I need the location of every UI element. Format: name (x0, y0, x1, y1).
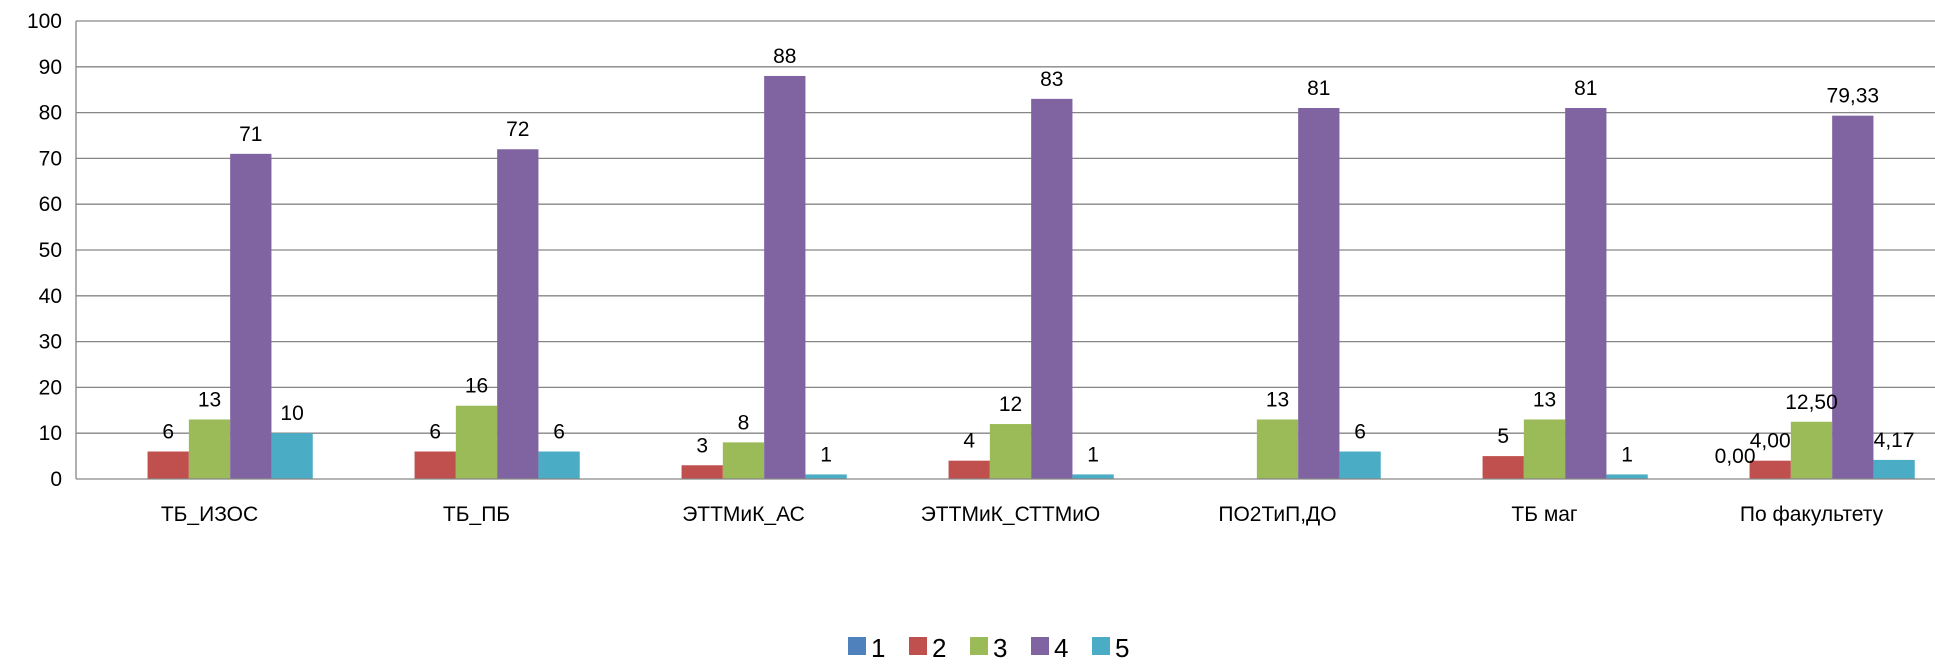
data-label: 72 (506, 118, 529, 141)
y-tick-label: 90 (39, 56, 62, 79)
category-label: ТБ маг (1511, 503, 1578, 526)
data-label: 83 (1040, 68, 1063, 91)
bar-series-4 (1832, 115, 1874, 479)
bar-series-3 (455, 405, 498, 479)
category-label: ЭТТМиК_АС (682, 503, 805, 526)
data-label: 79,33 (1827, 85, 1880, 108)
y-tick-label: 10 (39, 422, 62, 445)
data-label: 1 (1087, 443, 1099, 466)
y-tick-label: 70 (39, 147, 62, 170)
y-tick-label: 100 (27, 10, 62, 33)
legend-label: 5 (1115, 633, 1129, 663)
category-label: По факультету (1740, 503, 1884, 526)
y-tick-label: 50 (39, 239, 62, 262)
y-tick-label: 60 (39, 193, 62, 216)
bar-series-3 (1256, 419, 1299, 479)
bar-series-5 (805, 474, 847, 479)
bar-series-2 (1482, 456, 1524, 479)
data-label: 6 (553, 421, 565, 444)
data-label: 0,00 (1715, 445, 1756, 468)
y-tick-label: 0 (50, 468, 62, 491)
y-tick-label: 20 (39, 376, 62, 399)
data-label: 71 (239, 123, 262, 146)
legend-swatch-1 (848, 637, 866, 655)
data-label: 6 (429, 421, 441, 444)
data-label: 88 (773, 45, 796, 68)
legend-label: 2 (932, 633, 946, 663)
bar-series-2 (147, 451, 189, 479)
data-label: 4,17 (1874, 429, 1915, 452)
y-tick-label: 80 (39, 102, 62, 125)
bar-series-4 (230, 153, 272, 479)
data-label: 8 (738, 411, 750, 434)
data-label: 3 (696, 434, 708, 457)
bars (147, 75, 1915, 480)
data-label: 4 (963, 430, 975, 453)
data-label: 4,00 (1750, 430, 1791, 453)
bar-series-4 (1298, 108, 1340, 480)
bar-series-5 (1873, 459, 1915, 479)
bar-series-3 (989, 424, 1032, 479)
legend-swatch-3 (970, 637, 988, 655)
legend-swatch-2 (909, 637, 927, 655)
bar-series-5 (1339, 451, 1381, 479)
axes (75, 21, 1935, 480)
gridlines (76, 20, 1935, 434)
category-label: ПО2ТиП,ДО (1218, 503, 1336, 526)
category-label: ЭТТМиК_СТТМиО (921, 503, 1101, 526)
bar-series-5 (271, 433, 313, 479)
data-label: 81 (1574, 77, 1597, 100)
bar-series-2 (681, 465, 723, 479)
y-axis-tick-labels: 0 10 20 30 40 50 60 70 80 90 100 (27, 10, 62, 491)
y-tick-label: 30 (39, 331, 62, 354)
legend-label: 1 (871, 633, 885, 663)
bar-series-4 (1031, 98, 1073, 480)
category-label: ТБ_ИЗОС (161, 503, 258, 526)
bar-series-4 (1565, 108, 1607, 480)
data-label: 12 (999, 393, 1022, 416)
bar-series-2 (1749, 460, 1791, 479)
bar-series-5 (1072, 474, 1114, 479)
data-label: 16 (465, 375, 488, 398)
bar-series-2 (414, 451, 456, 479)
bar-series-4 (764, 75, 806, 480)
bar-series-4 (497, 149, 539, 480)
data-label: 1 (1621, 443, 1633, 466)
bar-series-2 (948, 460, 990, 479)
data-label: 81 (1307, 77, 1330, 100)
y-tick-label: 40 (39, 285, 62, 308)
bar-series-5 (1606, 474, 1648, 479)
x-axis-category-labels: ТБ_ИЗОС ТБ_ПБ ЭТТМиК_АС ЭТТМиК_СТТМиО ПО2ТиП… (161, 503, 1884, 526)
data-label: 13 (198, 388, 221, 411)
data-label: 5 (1497, 425, 1509, 448)
bar-series-3 (1523, 419, 1566, 479)
legend: 1 2 3 4 5 (848, 633, 1129, 663)
data-label: 12,50 (1785, 391, 1838, 414)
bar-series-3 (1790, 421, 1833, 479)
category-label: ТБ_ПБ (443, 503, 510, 526)
data-label: 6 (162, 421, 174, 444)
data-label: 13 (1266, 388, 1289, 411)
bar-series-3 (188, 419, 231, 479)
data-label: 6 (1354, 421, 1366, 444)
bar-series-3 (722, 442, 765, 479)
legend-label: 3 (993, 633, 1007, 663)
data-label: 1 (820, 443, 832, 466)
bar-series-5 (538, 451, 580, 479)
legend-label: 4 (1054, 633, 1068, 663)
legend-swatch-4 (1031, 637, 1049, 655)
legend-swatch-5 (1092, 637, 1110, 655)
data-label: 13 (1533, 388, 1556, 411)
data-label: 10 (280, 402, 303, 425)
